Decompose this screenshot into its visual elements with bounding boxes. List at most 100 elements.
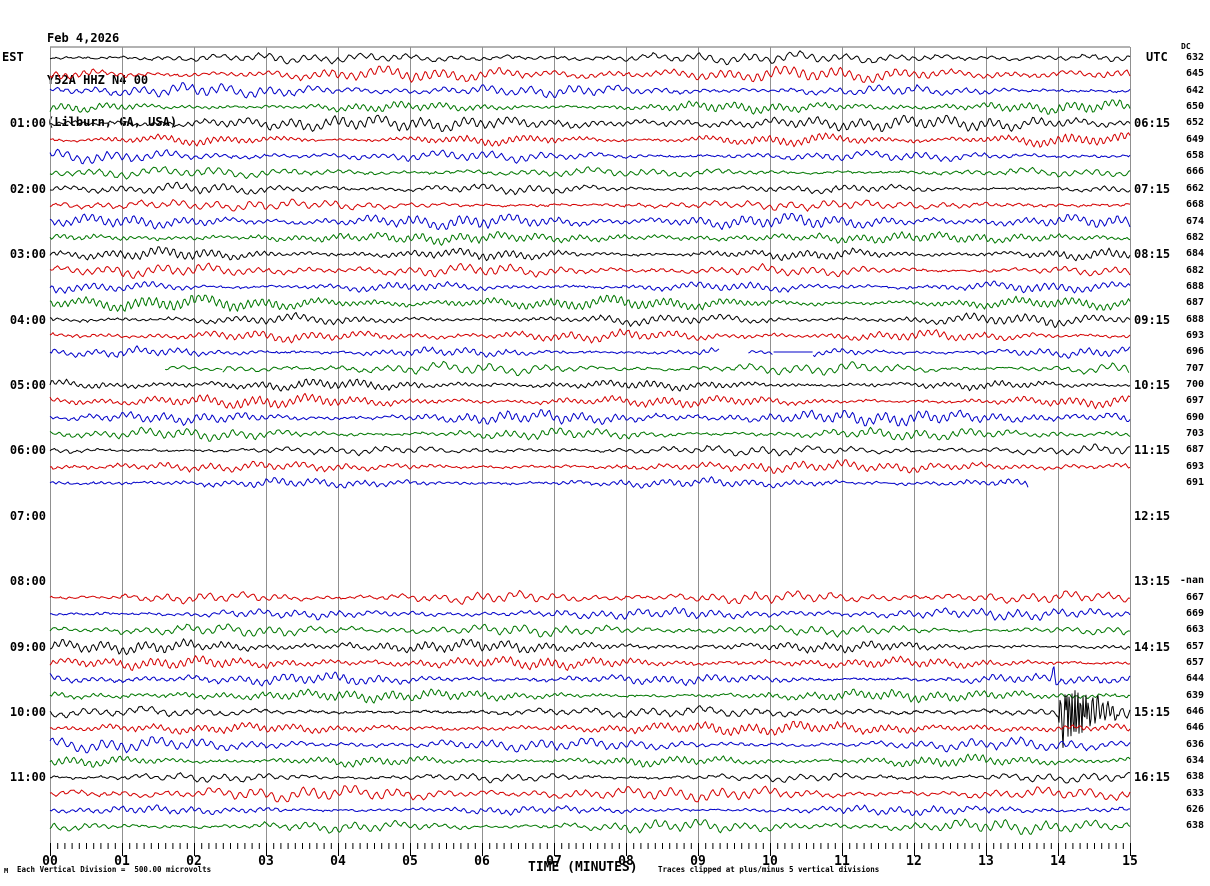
dc-offset-value: 682 [1185,231,1204,243]
minute-tick-label: 14 [1050,854,1066,869]
seismogram-trace [49,459,1131,474]
dc-offset-value: 703 [1185,428,1204,440]
minute-tick-label: 13 [978,854,994,869]
dc-offset-value: 645 [1185,68,1204,80]
est-hour-label: 10:00 [9,705,46,719]
minute-tick-label: 12 [906,854,922,869]
minute-tick-label: 09 [690,854,706,869]
title-date: Feb 4,2026 [47,31,120,45]
seismogram-trace [49,688,1131,704]
dc-offset-value: 642 [1185,84,1204,96]
est-hour-label: 08:00 [9,574,46,589]
dc-offset-value: 688 [1185,280,1204,292]
seismogram-traces [49,50,1131,835]
dc-offset-value: 688 [1185,313,1204,325]
seismogram-trace [49,690,1131,748]
est-hour-label: 05:00 [9,378,46,392]
dc-offset-value: 636 [1185,738,1204,750]
minute-tick-label: 05 [402,854,418,869]
seismogram-trace [49,655,1131,671]
dc-offset-value: 634 [1185,755,1204,767]
seismogram-trace [49,392,1131,410]
seismogram-trace [49,328,1131,344]
seismogram-trace [49,280,1131,294]
seismogram-trace [49,166,1131,180]
est-hour-label: 01:00 [9,116,46,131]
dc-offset-value: 646 [1185,722,1204,734]
dc-offset-value: 638 [1185,820,1204,832]
utc-hour-label: 11:15 [1134,443,1171,458]
minute-tick-label: 07 [546,854,562,869]
seismogram-trace [49,246,1131,262]
utc-hour-label: 14:15 [1134,639,1171,654]
minute-tick-label: 06 [474,854,490,869]
dc-offset-value: 652 [1185,117,1204,129]
dc-offset-value: 669 [1185,607,1204,619]
seismogram-trace [49,181,1131,196]
est-hour-label: 04:00 [9,312,46,327]
dc-offset-value: 682 [1185,264,1204,276]
seismogram-trace [49,720,1131,736]
dc-offset-value: 658 [1185,150,1204,162]
minute-tick-label: 10 [762,854,778,869]
x-axis-ticks [50,843,1131,856]
utc-hour-label: 15:15 [1134,705,1171,719]
minute-tick-label: 01 [114,854,130,869]
vertical-division-note: Each Vertical Division = 500.00 microvol… [17,865,212,874]
minute-tick-label: 15 [1122,854,1138,869]
dc-offset-value: 633 [1185,787,1204,799]
utc-hour-label: 06:15 [1134,116,1171,131]
seismogram-trace [49,666,1131,687]
est-hour-label: 09:00 [9,639,46,654]
minute-tick-label: 04 [330,854,346,869]
dc-offset-value: 668 [1185,199,1204,211]
seismogram-trace [49,148,1131,165]
title-station: Y52A HHZ N4 00 [47,73,149,87]
est-hour-label: 07:00 [9,508,46,523]
est-hour-label: 02:00 [9,181,46,196]
dc-offset-value: 666 [1185,166,1204,178]
seismogram-trace [49,65,1131,83]
utc-hour-label: 07:15 [1134,181,1171,196]
seismogram-trace [49,312,1131,329]
dc-offset-value: 632 [1185,52,1204,63]
seismogram-trace [49,443,1131,457]
est-hour-label: 06:00 [9,443,46,458]
seismogram-trace [49,99,1131,115]
utc-hour-label: 13:15 [1134,574,1171,589]
seismogram-trace [49,426,1131,442]
minute-tick-label: 11 [834,854,850,869]
dc-offset-value: 657 [1185,640,1204,652]
seismogram-trace [49,294,1131,312]
utc-hour-label: 16:15 [1134,770,1171,785]
seismogram-trace [49,638,1131,656]
dc-offset-value: 690 [1185,411,1204,423]
dc-offset-value: 626 [1185,804,1204,816]
seismogram-trace [49,753,1131,768]
seismogram-trace [49,378,1131,392]
seismogram-trace [49,772,1131,784]
utc-hour-label: 08:15 [1134,247,1171,262]
dc-offset-value: 693 [1185,329,1204,341]
seismogram-trace [49,198,1131,212]
seismogram-trace [49,589,1131,605]
dc-offset-value: 684 [1185,248,1204,260]
seismogram-trace [49,409,1131,427]
minute-tick-label: 00 [42,854,58,869]
utc-axis-header: UTC [1146,50,1168,64]
dc-offset-value: 700 [1185,379,1204,390]
seismogram-trace [49,785,1131,803]
corner-mark: M [4,867,9,875]
seismogram-trace [49,476,1029,489]
dc-offset-value: 667 [1185,591,1204,603]
seismogram-trace [50,132,1131,148]
clipping-note: Traces clipped at plus/minus 5 vertical … [658,865,880,874]
seismogram-trace [49,114,1131,132]
seismogram-trace [49,818,1131,835]
seismogram-trace [49,50,1131,66]
est-hour-label: 11:00 [9,770,46,785]
minute-tick-label: 02 [186,854,202,869]
dc-offset-value: 662 [1185,182,1204,194]
